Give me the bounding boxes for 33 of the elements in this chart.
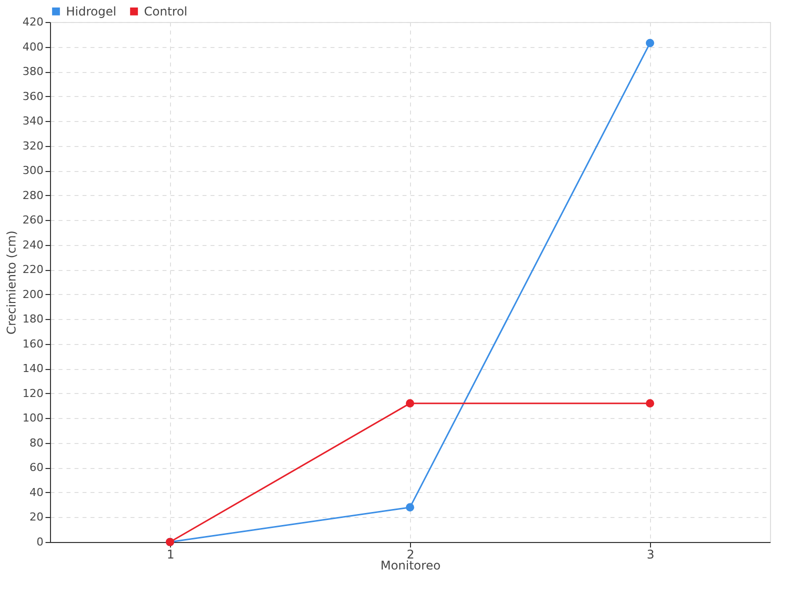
x-axis-title: Monitoreo bbox=[380, 558, 441, 572]
point bbox=[406, 399, 414, 408]
y-tick-label: 160 bbox=[22, 337, 44, 350]
y-tick-label: 400 bbox=[22, 40, 44, 54]
x-tick-label: 2 bbox=[406, 548, 414, 562]
y-tick-label: 40 bbox=[30, 486, 44, 499]
y-tick-label: 260 bbox=[22, 214, 44, 227]
x-tick-label: 3 bbox=[646, 548, 654, 562]
y-tick-label: 420 bbox=[22, 16, 44, 28]
y-tick-label: 360 bbox=[22, 90, 44, 103]
x-tick-label: 1 bbox=[166, 548, 174, 562]
y-tick-label: 240 bbox=[22, 238, 44, 252]
y-tick-label: 0 bbox=[36, 536, 44, 548]
y-tick-label: 140 bbox=[22, 362, 44, 376]
y-tick-label: 200 bbox=[22, 288, 44, 301]
y-tick-label: 300 bbox=[22, 164, 44, 178]
y-tick-label: 60 bbox=[30, 461, 44, 474]
y-tick-label: 380 bbox=[22, 65, 44, 78]
y-tick-label: 20 bbox=[30, 510, 44, 524]
y-tick-label: 280 bbox=[22, 188, 44, 202]
y-axis-title: Crecimiento (cm) bbox=[4, 230, 19, 334]
legend-label: Control bbox=[144, 4, 188, 18]
y-tick-label: 80 bbox=[30, 436, 44, 450]
point bbox=[406, 503, 414, 512]
y-tick-label: 100 bbox=[22, 412, 44, 425]
y-tick-label: 320 bbox=[22, 139, 44, 152]
legend-label: Hidrogel bbox=[66, 4, 116, 18]
point bbox=[646, 399, 654, 408]
y-tick-label: 120 bbox=[22, 386, 44, 400]
y-tick-label: 340 bbox=[22, 114, 44, 128]
y-tick-label: 220 bbox=[22, 263, 44, 276]
point bbox=[646, 38, 654, 48]
y-tick-label: 180 bbox=[22, 312, 44, 326]
